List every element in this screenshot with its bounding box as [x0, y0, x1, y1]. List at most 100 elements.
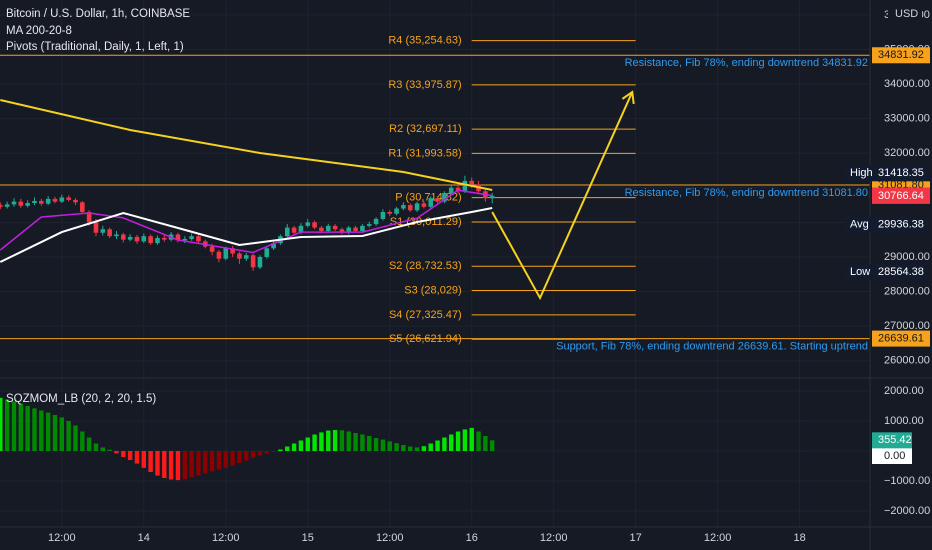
stat-name: Avg	[850, 218, 869, 230]
y-tick-label: −1000.00	[884, 475, 930, 487]
momentum-bar	[237, 450, 242, 464]
x-tick-label: 12:00	[540, 532, 568, 544]
stat-value-box	[872, 165, 930, 182]
candle-body	[366, 224, 372, 226]
candle-body	[86, 211, 92, 223]
candle-body	[148, 236, 153, 244]
momentum-bar	[346, 431, 351, 451]
momentum-bar	[394, 443, 399, 451]
candle-body	[325, 225, 331, 232]
stat-name-box	[845, 165, 871, 182]
candle-body	[216, 251, 222, 259]
level-price-label-box	[872, 47, 930, 64]
plot: Resistance, Fib 78%, ending downtrend 34…	[0, 35, 870, 481]
stat-value: 31418.35	[878, 167, 924, 179]
candle-body	[237, 253, 242, 259]
candle-body	[32, 200, 37, 204]
momentum-bar	[114, 450, 119, 454]
candle-body	[264, 248, 270, 257]
stat-value: 28564.38	[878, 266, 924, 278]
x-tick-label: 14	[138, 532, 150, 544]
candle-body	[230, 248, 235, 254]
candle-body	[489, 195, 495, 199]
moving-average	[0, 207, 493, 263]
momentum-bar	[408, 446, 413, 451]
pivot-label: R4 (35,254.63)	[388, 35, 461, 47]
stat-value-box	[872, 264, 930, 281]
candle-body	[414, 203, 420, 211]
candle-body	[360, 225, 365, 232]
momentum-bar	[291, 443, 297, 451]
candle-body	[442, 192, 447, 202]
momentum-bar	[141, 450, 147, 468]
momentum-bar	[230, 450, 235, 466]
candle-body	[346, 227, 352, 233]
candle-body	[223, 248, 229, 259]
candle-body	[73, 199, 78, 203]
level-annotation: Support, Fib 78%, ending downtrend 26639…	[556, 340, 868, 352]
candle-body	[435, 198, 440, 202]
momentum-bar	[73, 425, 78, 451]
candle-body	[305, 222, 311, 226]
candle-body	[312, 222, 317, 228]
candle-body	[387, 211, 393, 214]
momentum-bar	[11, 401, 17, 451]
projection-arrowhead	[621, 90, 635, 105]
candle-body	[243, 255, 249, 259]
momentum-bar	[469, 427, 474, 451]
y-tick-label: 34000.00	[884, 78, 930, 90]
indicator-label: Pivots (Traditional, Daily, 1, Left, 1)	[6, 41, 184, 53]
indicator-label: MA 200-20-8	[6, 25, 72, 37]
momentum-bar	[155, 450, 160, 476]
x-tick-label: 12:00	[704, 532, 732, 544]
x-tick-label: 17	[630, 532, 642, 544]
momentum-bar	[435, 440, 440, 451]
momentum-bar	[360, 434, 365, 451]
y-tick-label: 27000.00	[884, 320, 930, 332]
momentum-bar	[32, 408, 37, 451]
momentum-bar	[45, 412, 51, 451]
pivot-label: S2 (28,732.53)	[389, 260, 462, 272]
candle-body	[59, 197, 65, 202]
stat-value: 29936.38	[878, 218, 924, 230]
momentum-bar	[196, 450, 201, 476]
indicator-title: SQZMOM_LB (20, 2, 20, 1.5)	[6, 393, 156, 405]
candle-body	[401, 205, 406, 209]
candle-body	[0, 205, 3, 207]
candle-body	[114, 234, 119, 237]
zero-label-box	[872, 447, 912, 464]
momentum-bar	[80, 431, 85, 451]
candle-body	[257, 256, 263, 268]
momentum-bar	[462, 429, 468, 451]
candle-body	[11, 201, 17, 205]
currency-box	[888, 4, 922, 24]
candle-body	[121, 234, 126, 240]
momentum-bar	[93, 443, 99, 451]
momentum-last-box	[872, 432, 912, 449]
stat-name: Low	[850, 266, 870, 278]
momentum-bar	[332, 429, 338, 451]
momentum-bar	[203, 450, 208, 474]
momentum-bar	[278, 449, 283, 451]
momentum-bar	[175, 450, 181, 481]
candle-body	[298, 225, 304, 233]
currency-label: USD	[895, 8, 918, 20]
momentum-bar	[401, 444, 406, 451]
momentum-last-label: 355.42	[878, 434, 912, 446]
momentum-bar	[0, 397, 3, 451]
candle-body	[93, 222, 99, 233]
last-price-label: 30766.64	[878, 190, 924, 202]
momentum-bar	[353, 432, 358, 451]
candle-body	[421, 203, 427, 207]
y-tick-label: 26000.00	[884, 355, 930, 367]
momentum-bar	[223, 450, 228, 468]
candle-body	[196, 236, 201, 242]
level-annotation: Resistance, Fib 78%, ending downtrend 31…	[625, 187, 868, 199]
candle-body	[373, 218, 379, 225]
candle-body	[339, 229, 345, 233]
momentum-bar	[483, 435, 488, 451]
x-tick-label: 12:00	[376, 532, 404, 544]
candle-body	[209, 246, 215, 252]
momentum-bar	[182, 450, 187, 480]
